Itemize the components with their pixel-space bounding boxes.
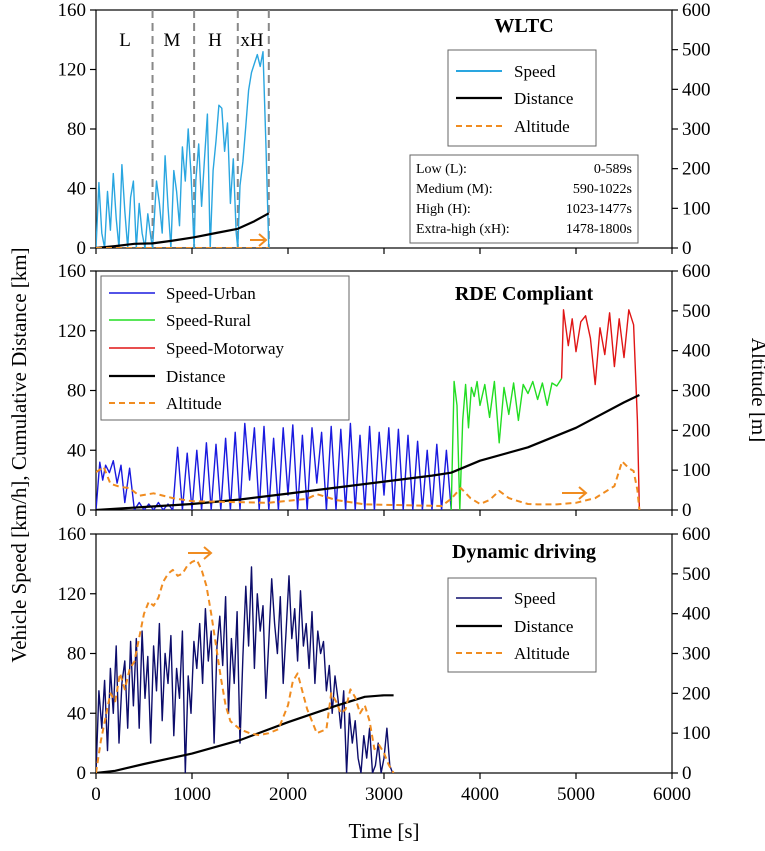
panel-title-dynamic: Dynamic driving: [452, 541, 596, 563]
y2-tick-label: 500: [682, 564, 711, 585]
y-tick-label: 40: [67, 703, 86, 724]
y2-tick-label: 400: [682, 604, 711, 625]
panel-title-wltc: WLTC: [494, 15, 553, 37]
y-tick-label: 0: [77, 763, 87, 784]
legend-rde-motorway-label: Speed-Motorway: [166, 339, 285, 358]
phase-table-box: [409, 154, 639, 244]
y2-axis-title: Altitude [m]: [747, 338, 765, 442]
y2-tick-label: 300: [682, 119, 711, 140]
x-tick-label: 1000: [173, 784, 211, 805]
y2-tick-label: 200: [682, 683, 711, 704]
series-altitude: [96, 558, 395, 773]
y2-tick-label: 100: [682, 460, 711, 481]
legend-dynamic-speed-label: Speed: [514, 589, 556, 608]
phase-table: Low (L): 0-589s Medium (M): 590-1022s Hi…: [409, 154, 639, 244]
x-axis-title: Time [s]: [349, 819, 420, 843]
y2-tick-label: 400: [682, 79, 711, 100]
series-speed: [96, 566, 394, 773]
legend-rde-urban-label: Speed-Urban: [166, 284, 256, 303]
y-tick-label: 160: [58, 524, 87, 545]
y-tick-label: 120: [58, 60, 87, 81]
legend-rde: Speed-Urban Speed-Rural Speed-Motorway D…: [100, 275, 350, 421]
y-tick-label: 160: [58, 0, 87, 21]
y-tick-label: 80: [67, 381, 86, 402]
panel-title-rde: RDE Compliant: [455, 283, 594, 305]
series-altitude: [96, 460, 641, 510]
legend-rde-altitude-label: Altitude: [166, 394, 222, 413]
y2-tick-label: 600: [682, 261, 711, 282]
legend-dynamic-distance-label: Distance: [514, 617, 573, 636]
phase-range: 1023-1477s: [566, 202, 632, 217]
legend-wltc-altitude-label: Altitude: [514, 117, 570, 136]
series-distance: [96, 212, 270, 248]
phase-range: 1478-1800s: [566, 222, 632, 237]
series-distance: [96, 394, 640, 510]
phase-name: Medium (M):: [416, 182, 493, 197]
legend-rde-distance-label: Distance: [166, 367, 225, 386]
y2-tick-label: 0: [682, 500, 692, 521]
y-tick-label: 80: [67, 119, 86, 140]
series-speed: [96, 51, 270, 248]
legend-wltc-distance-label: Distance: [514, 89, 573, 108]
segment-label-xh: xH: [240, 30, 264, 51]
y2-tick-label: 200: [682, 159, 711, 180]
phase-range: 590-1022s: [573, 182, 632, 197]
panel-rde: 0 40 80 120 160 0 100 200 300 400 500 600: [58, 261, 711, 521]
y-tick-label: 120: [58, 321, 87, 342]
phase-name: High (H):: [416, 202, 471, 217]
x-tick-label: 6000: [653, 784, 691, 805]
legend-dynamic-altitude-label: Altitude: [514, 644, 570, 663]
altitude-arrow-rde: [562, 486, 588, 500]
y-tick-label: 40: [67, 440, 86, 461]
legend-wltc-speed-label: Speed: [514, 62, 556, 81]
y2-tick-label: 400: [682, 341, 711, 362]
y-tick-label: 0: [77, 238, 87, 259]
legend-rde-rural-label: Speed-Rural: [166, 311, 251, 330]
y-axis-title: Vehicle Speed [km/h], Cumulative Distanc…: [7, 247, 31, 662]
x-tick-label: 0: [91, 784, 101, 805]
phase-range: 0-589s: [594, 162, 632, 177]
y2-tick-label: 500: [682, 301, 711, 322]
panel-wltc: 0 40 80 120 160 0 100 200 300 400 500 600: [58, 0, 711, 259]
phase-name: Low (L):: [416, 162, 467, 177]
y2-tick-label: 100: [682, 198, 711, 219]
y2-tick-label: 0: [682, 238, 692, 259]
y2-tick-label: 300: [682, 644, 711, 665]
y2-tick-label: 600: [682, 0, 711, 21]
legend-dynamic: Speed Distance Altitude: [447, 577, 597, 673]
x-tick-label: 4000: [461, 784, 499, 805]
segment-label-l: L: [119, 30, 131, 51]
y-tick-label: 40: [67, 179, 86, 200]
y2-tick-label: 0: [682, 763, 692, 784]
x-tick-label: 3000: [365, 784, 403, 805]
altitude-arrow-wltc: [250, 233, 268, 247]
y-tick-label: 160: [58, 261, 87, 282]
legend-wltc: Speed Distance Altitude: [447, 49, 597, 147]
y-tick-label: 120: [58, 584, 87, 605]
y-tick-label: 80: [67, 644, 86, 665]
phase-name: Extra-high (xH):: [416, 222, 510, 237]
y-tick-label: 0: [77, 500, 87, 521]
y2-tick-label: 500: [682, 40, 711, 61]
series-speed-rural: [450, 378, 563, 510]
series-speed-urban: [96, 422, 452, 510]
segment-label-m: M: [164, 30, 181, 51]
altitude-arrow-dynamic: [188, 546, 213, 560]
y2-tick-label: 200: [682, 420, 711, 441]
series-speed-motorway: [560, 309, 641, 510]
x-tick-label: 5000: [557, 784, 595, 805]
y2-tick-label: 100: [682, 723, 711, 744]
x-tick-label: 2000: [269, 784, 307, 805]
segment-label-h: H: [208, 30, 222, 51]
y2-tick-label: 300: [682, 381, 711, 402]
y2-tick-label: 600: [682, 524, 711, 545]
series-distance: [96, 694, 394, 773]
